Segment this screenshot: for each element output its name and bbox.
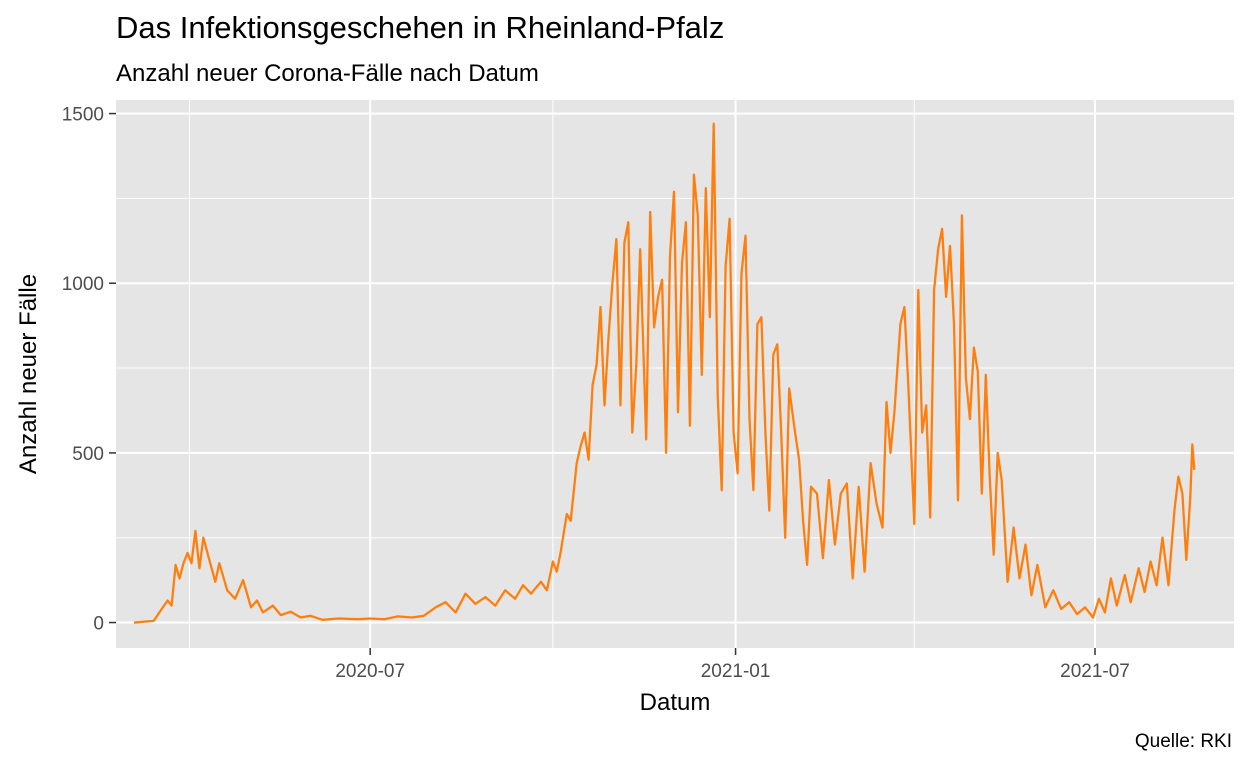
x-tick-label: 2020-07 bbox=[335, 661, 405, 682]
x-tick-label: 2021-07 bbox=[1060, 661, 1130, 682]
chart-subtitle: Anzahl neuer Corona-Fälle nach Datum bbox=[116, 60, 539, 87]
chart-caption: Quelle: RKI bbox=[1134, 731, 1232, 752]
series-line bbox=[133, 122, 1196, 624]
y-tick-label: 500 bbox=[72, 444, 104, 465]
chart-title: Das Infektionsgeschehen in Rheinland-Pfa… bbox=[116, 10, 725, 45]
plot-panel bbox=[116, 100, 1234, 648]
major-gridlines bbox=[116, 100, 1234, 648]
x-tick-label: 2021-01 bbox=[701, 661, 771, 682]
y-tick-label: 0 bbox=[93, 614, 104, 635]
y-tick-label: 1500 bbox=[62, 105, 104, 126]
y-tick-label: 1000 bbox=[62, 274, 104, 295]
x-axis-title: Datum bbox=[640, 689, 711, 716]
y-axis: 0 500 1000 1500 bbox=[62, 105, 116, 635]
y-axis-title: Anzahl neuer Fälle bbox=[15, 274, 42, 474]
x-axis: 2020-07 2021-01 2021-07 bbox=[335, 648, 1130, 682]
